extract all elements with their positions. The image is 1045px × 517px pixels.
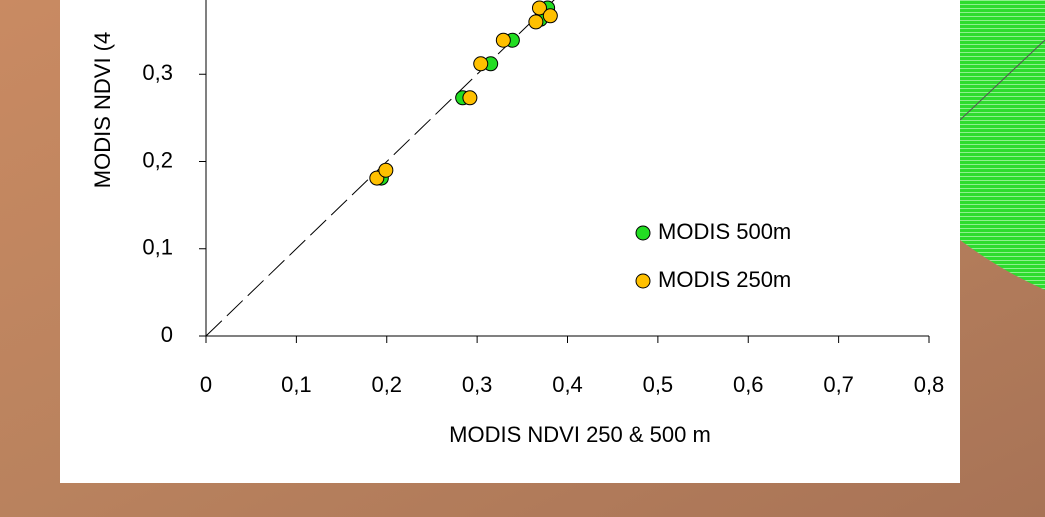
point: [378, 162, 394, 178]
x-tick-label: 0,6: [733, 372, 764, 397]
plot-background: [60, 0, 960, 483]
point: [462, 90, 478, 106]
x-tick-label: 0,5: [643, 372, 674, 397]
x-tick-label: 0,1: [281, 372, 312, 397]
point: [528, 14, 544, 30]
field-patch: [960, 0, 1045, 290]
point: [495, 32, 511, 48]
field-line: [959, 39, 1045, 121]
x-tick-label: 0,7: [823, 372, 854, 397]
y-tick-label: 0,3: [142, 60, 173, 85]
point: [473, 56, 489, 72]
legend-marker: [635, 225, 651, 241]
legend-label: MODIS 500m: [658, 219, 791, 244]
point: [542, 8, 558, 24]
point: [531, 0, 547, 16]
x-tick-label: 0,3: [462, 372, 493, 397]
y-axis-label: MODIS NDVI (4: [90, 32, 115, 188]
y-tick-label: 0,2: [142, 147, 173, 172]
x-tick-label: 0: [200, 372, 212, 397]
y-tick-label: 0: [161, 322, 173, 347]
legend-marker: [635, 273, 651, 289]
y-tick-label: 0,1: [142, 235, 173, 260]
x-axis-label: MODIS NDVI 250 & 500 m: [449, 422, 711, 447]
x-tick-label: 0,8: [914, 372, 945, 397]
x-tick-label: 0,2: [371, 372, 402, 397]
legend-label: MODIS 250m: [658, 267, 791, 292]
x-tick-label: 0,4: [552, 372, 583, 397]
